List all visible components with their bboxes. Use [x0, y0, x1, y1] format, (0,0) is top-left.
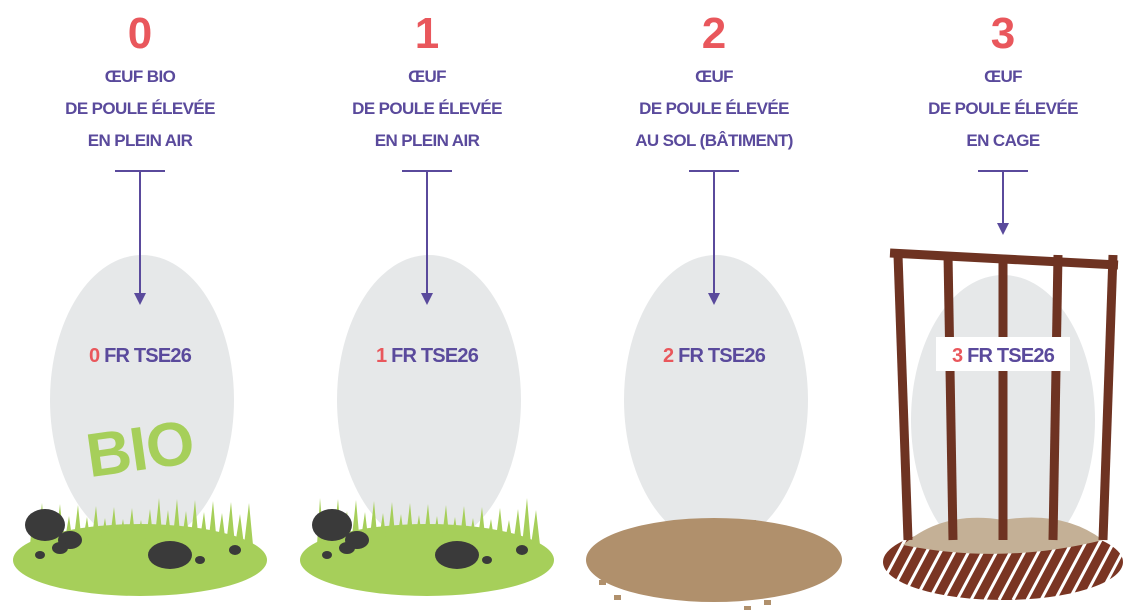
dirt-bit — [614, 595, 621, 600]
label-line: DE POULE ÉLEVÉE — [639, 99, 789, 118]
rock — [312, 509, 352, 541]
arrow-head — [421, 293, 433, 305]
label-line: EN CAGE — [966, 131, 1040, 150]
arrow-head — [134, 293, 146, 305]
dirt-bit — [764, 600, 771, 605]
egg — [337, 255, 521, 545]
rank-number: 0 — [128, 9, 152, 58]
label-line: ŒUF — [984, 67, 1022, 86]
grass — [317, 498, 540, 545]
dirt-bit — [744, 606, 751, 610]
code-digit: 0 — [89, 345, 100, 367]
rock — [25, 509, 65, 541]
label-line: EN PLEIN AIR — [88, 131, 193, 150]
egg — [624, 255, 808, 545]
mesh — [1109, 574, 1123, 601]
code-text: FR TSE26 — [104, 345, 192, 367]
rock — [195, 556, 205, 564]
cage-bar — [943, 254, 958, 541]
dirt-bit — [784, 528, 791, 533]
rock — [435, 541, 479, 569]
label-line: AU SOL (BÂTIMENT) — [635, 131, 793, 150]
arrow-head — [997, 223, 1009, 235]
label-line: DE POULE ÉLEVÉE — [352, 99, 502, 118]
rock — [516, 545, 528, 555]
rock — [52, 542, 68, 554]
dirt — [586, 518, 842, 602]
label-line: DE POULE ÉLEVÉE — [928, 99, 1078, 118]
bio-badge: BIO — [82, 408, 198, 491]
dirt-bit — [599, 580, 606, 585]
cage-bar — [1048, 254, 1063, 541]
dirt-bit — [749, 520, 756, 525]
rock — [229, 545, 241, 555]
rock — [148, 541, 192, 569]
rank-number: 2 — [702, 9, 726, 58]
label-line: DE POULE ÉLEVÉE — [65, 99, 215, 118]
mesh — [1081, 524, 1123, 601]
egg-code: 1 FR TSE26 — [376, 345, 479, 367]
egg-code: 3 FR TSE26 — [952, 345, 1055, 367]
code-digit: 3 — [952, 345, 963, 367]
cage-bar — [1098, 254, 1118, 541]
grass — [30, 498, 253, 545]
label-line: ŒUF — [695, 67, 733, 86]
code-text: FR TSE26 — [391, 345, 479, 367]
code-text: FR TSE26 — [967, 345, 1055, 367]
rock — [339, 542, 355, 554]
egg — [50, 255, 234, 545]
egg-code: 0 FR TSE26 — [89, 345, 192, 367]
arrow-head — [708, 293, 720, 305]
cage-bar — [893, 254, 913, 541]
mesh — [1095, 548, 1123, 601]
label-line: EN PLEIN AIR — [375, 131, 480, 150]
label-line: ŒUF — [408, 67, 446, 86]
code-digit: 2 — [663, 345, 674, 367]
rank-number: 3 — [991, 9, 1015, 58]
code-digit: 1 — [376, 345, 387, 367]
egg-code: 2 FR TSE26 — [663, 345, 766, 367]
code-text: FR TSE26 — [678, 345, 766, 367]
rock — [322, 551, 332, 559]
dirt-bit — [654, 525, 661, 530]
label-line: ŒUF BIO — [105, 67, 176, 86]
rank-number: 1 — [415, 9, 439, 58]
rock — [482, 556, 492, 564]
code-bg — [936, 337, 1070, 371]
rock — [35, 551, 45, 559]
